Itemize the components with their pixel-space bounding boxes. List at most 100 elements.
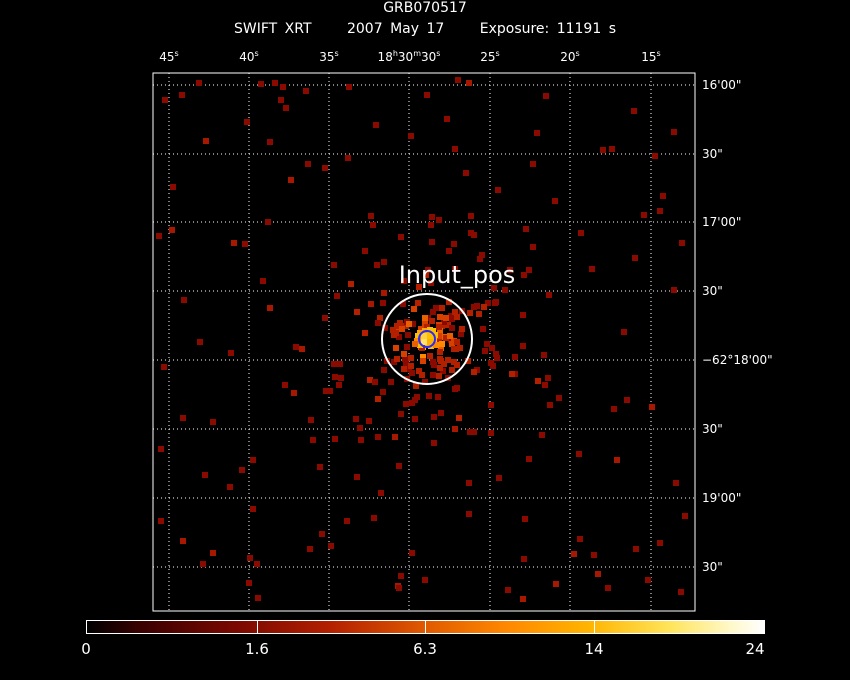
photon-pixel: [422, 315, 428, 321]
photon-pixel: [255, 595, 261, 601]
instrument-label: SWIFT XRT: [234, 21, 312, 37]
photon-pixel: [449, 341, 455, 347]
photon-pixel: [589, 266, 595, 272]
photon-pixel: [380, 300, 386, 306]
photon-pixel: [431, 440, 437, 446]
photon-pixel: [507, 267, 513, 273]
position-error-circle: [418, 330, 436, 348]
photon-pixel: [444, 116, 450, 122]
photon-pixel: [337, 361, 343, 367]
photon-pixel: [436, 217, 442, 223]
photon-pixel: [455, 77, 461, 83]
photon-pixel: [614, 457, 620, 463]
photon-pixel: [452, 309, 458, 315]
photon-pixel: [530, 161, 536, 167]
colorbar-tick-mark: [425, 620, 426, 634]
dec-tick-label: 16'00": [702, 78, 742, 92]
photon-pixel: [546, 292, 552, 298]
photon-pixel: [678, 589, 684, 595]
photon-pixel: [452, 266, 458, 272]
photon-pixel: [449, 367, 455, 373]
photon-pixel: [382, 325, 388, 331]
photon-pixel: [280, 84, 286, 90]
photon-pixel: [405, 332, 411, 338]
dec-tick-label: 30": [702, 284, 723, 298]
photon-pixel: [443, 335, 449, 341]
photon-pixel: [291, 390, 297, 396]
photon-pixel: [429, 318, 435, 324]
photon-pixel: [427, 327, 433, 333]
photon-pixel: [409, 400, 415, 406]
photon-pixel: [401, 366, 407, 372]
ra-tick-label: 20s: [560, 49, 580, 64]
photon-pixel: [381, 367, 387, 373]
photon-pixel: [471, 429, 477, 435]
input-pos-label: Input_pos: [399, 261, 516, 289]
photon-pixel: [485, 300, 491, 306]
photon-pixel: [345, 155, 351, 161]
photon-pixel: [436, 333, 442, 339]
ra-tick-label: 18h30m30s: [377, 49, 441, 64]
photon-count-pixels: [156, 77, 688, 602]
photon-pixel: [600, 147, 606, 153]
photon-pixel: [427, 353, 433, 359]
photon-pixel: [521, 556, 527, 562]
photon-pixel: [169, 227, 175, 233]
photon-pixel: [447, 333, 453, 339]
photon-pixel: [344, 518, 350, 524]
photon-pixel: [394, 356, 400, 362]
photon-pixel: [438, 345, 444, 351]
photon-pixel: [323, 388, 329, 394]
exposure-label: Exposure: 11191 s: [479, 21, 616, 37]
photon-pixel: [244, 119, 250, 125]
photon-pixel: [401, 351, 407, 357]
photon-pixel: [451, 241, 457, 247]
photon-pixel: [521, 272, 527, 278]
photon-pixel: [396, 334, 402, 340]
photon-pixel: [545, 375, 551, 381]
ra-tick-label: 15s: [641, 49, 661, 64]
photon-pixel: [522, 516, 528, 522]
photon-pixel: [374, 262, 380, 268]
photon-pixel: [393, 330, 399, 336]
photon-pixel: [463, 170, 469, 176]
photon-pixel: [679, 240, 685, 246]
photon-pixel: [454, 339, 460, 345]
photon-pixel: [421, 333, 427, 339]
photon-pixel: [392, 434, 398, 440]
photon-pixel: [482, 348, 488, 354]
photon-pixel: [408, 363, 414, 369]
photon-pixel: [254, 561, 260, 567]
photon-pixel: [439, 341, 445, 347]
photon-pixel: [375, 396, 381, 402]
photon-pixel: [493, 351, 499, 357]
photon-pixel: [398, 411, 404, 417]
photon-pixel: [553, 581, 559, 587]
photon-pixel: [435, 394, 441, 400]
photon-pixel: [331, 361, 337, 367]
photon-pixel: [334, 293, 340, 299]
photon-pixel: [403, 401, 409, 407]
photon-pixel: [411, 306, 417, 312]
photon-pixel: [357, 425, 363, 431]
photon-pixel: [578, 230, 584, 236]
photon-pixel: [471, 304, 477, 310]
photon-pixel: [624, 397, 630, 403]
photon-pixel: [454, 314, 460, 320]
photon-pixel: [310, 437, 316, 443]
photon-pixel: [161, 364, 167, 370]
photon-pixel: [488, 402, 494, 408]
photon-pixel: [451, 346, 457, 352]
photon-pixel: [156, 233, 162, 239]
photon-pixel: [449, 325, 455, 331]
photon-pixel: [427, 333, 433, 339]
photon-pixel: [413, 383, 419, 389]
photon-pixel: [203, 138, 209, 144]
photon-pixel: [539, 432, 545, 438]
photon-pixel: [332, 436, 338, 442]
photon-pixel: [577, 536, 583, 542]
photon-pixel: [181, 297, 187, 303]
photon-pixel: [416, 368, 422, 374]
photon-pixel: [197, 339, 203, 345]
photon-pixel: [346, 84, 352, 90]
